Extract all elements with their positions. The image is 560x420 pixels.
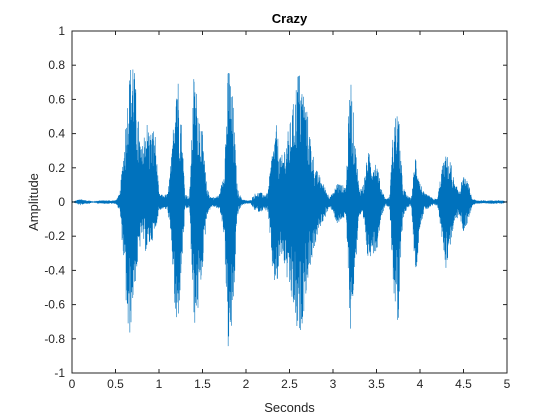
x-tick-label: 5 <box>504 377 511 391</box>
x-tick-label: 2.5 <box>281 377 298 391</box>
x-tick-label: 0.5 <box>107 377 124 391</box>
x-tick-label: 1 <box>156 377 163 391</box>
x-tick-label: 1.5 <box>194 377 211 391</box>
y-axis-ticks: -1 -0.8 -0.6 -0.4 -0.2 0 0.2 0.4 0.6 0.8 1 <box>44 24 507 380</box>
y-tick-label: 0.2 <box>48 161 65 175</box>
y-tick-label: 0 <box>58 195 65 209</box>
y-tick-label: -0.8 <box>44 332 65 346</box>
chart-title: Crazy <box>272 11 308 26</box>
waveform-line <box>71 69 508 347</box>
x-tick-label: 2 <box>243 377 250 391</box>
y-tick-label: -1 <box>54 366 65 380</box>
x-tick-label: 4.5 <box>455 377 472 391</box>
y-tick-label: 0.4 <box>48 127 65 141</box>
y-axis-label: Amplitude <box>26 173 41 231</box>
x-tick-label: 4 <box>417 377 424 391</box>
x-tick-label: 3 <box>330 377 337 391</box>
x-axis-ticks: 0 0.5 1 1.5 2 2.5 3 3.5 4 4.5 5 <box>69 31 511 391</box>
x-axis-label: Seconds <box>264 400 315 415</box>
x-tick-label: 3.5 <box>368 377 385 391</box>
y-tick-label: 0.8 <box>48 58 65 72</box>
y-tick-label: -0.2 <box>44 229 65 243</box>
y-tick-label: -0.4 <box>44 263 65 277</box>
y-tick-label: 1 <box>58 24 65 38</box>
y-tick-label: -0.6 <box>44 298 65 312</box>
waveform-series <box>71 69 508 347</box>
x-tick-label: 0 <box>69 377 76 391</box>
y-tick-label: 0.6 <box>48 92 65 106</box>
